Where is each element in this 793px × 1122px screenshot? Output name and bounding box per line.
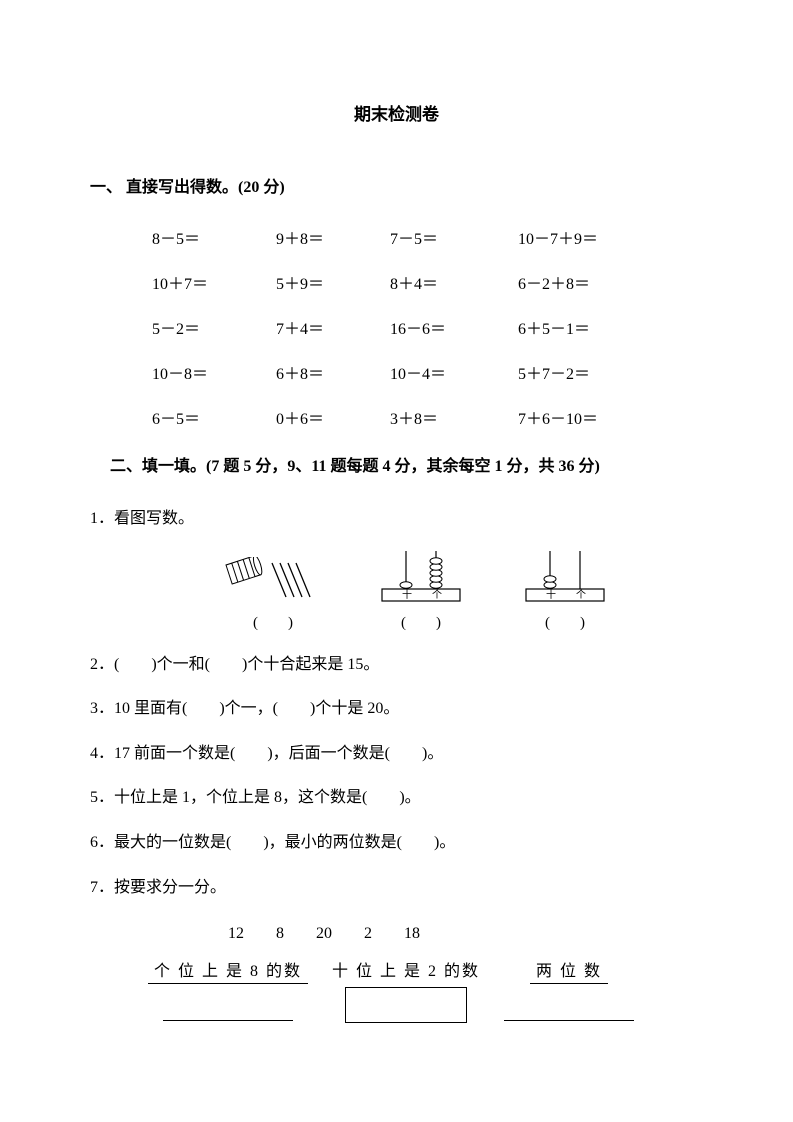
- question-4: 4．17 前面一个数是( )，后面一个数是( )。: [90, 741, 703, 767]
- question-3: 3．10 里面有( )个一，( )个十是 20。: [90, 696, 703, 722]
- page-title: 期末检测卷: [90, 100, 703, 125]
- question-2: 2．( )个一和( )个十合起来是 15。: [90, 652, 703, 678]
- sort-underline: [163, 988, 293, 1021]
- arith-cell: 7＋4＝: [276, 315, 390, 339]
- question-1: 1．看图写数。: [90, 506, 703, 532]
- sort-label: 十 位 上 是 2 的数: [326, 957, 486, 983]
- svg-text:个: 个: [576, 589, 586, 601]
- arith-row: 10＋7＝ 5＋9＝ 8＋4＝ 6－2＋8＝: [152, 270, 703, 294]
- sort-column-3: 两 位 数: [504, 957, 634, 1021]
- sort-box: [345, 987, 467, 1023]
- sort-column-1: 个 位 上 是 8 的数: [148, 957, 308, 1021]
- question-5: 5．十位上是 1，个位上是 8，这个数是( )。: [90, 785, 703, 811]
- arith-cell: 7＋6－10＝: [518, 405, 668, 429]
- arith-cell: 5－2＝: [152, 315, 276, 339]
- arith-cell: 6－5＝: [152, 405, 276, 429]
- figure-caption: ( ): [545, 611, 585, 632]
- section1-heading: 一、 直接写出得数。(20 分): [90, 173, 703, 203]
- sort-label: 两 位 数: [530, 957, 608, 984]
- sort-column-2: 十 位 上 是 2 的数: [326, 957, 486, 1023]
- arith-cell: 6－2＋8＝: [518, 270, 668, 294]
- arith-cell: 10－7＋9＝: [518, 225, 668, 249]
- arith-cell: 10－8＝: [152, 360, 276, 384]
- figure-caption: ( ): [401, 611, 441, 632]
- arith-cell: 6＋8＝: [276, 360, 390, 384]
- abacus-icon: 十 个: [522, 551, 608, 607]
- figures-row: ( ) 十 个 ( ): [218, 551, 703, 632]
- arith-cell: 3＋8＝: [390, 405, 518, 429]
- figure-caption: ( ): [253, 611, 293, 632]
- arith-cell: 9＋8＝: [276, 225, 390, 249]
- number-list: 12 8 20 2 18: [228, 919, 703, 943]
- arith-cell: 8－5＝: [152, 225, 276, 249]
- abacus-figure-1: 十 个 ( ): [378, 551, 464, 632]
- arith-cell: 10－4＝: [390, 360, 518, 384]
- arith-cell: 6＋5－1＝: [518, 315, 668, 339]
- arith-row: 6－5＝ 0＋6＝ 3＋8＝ 7＋6－10＝: [152, 405, 703, 429]
- arith-cell: 7－5＝: [390, 225, 518, 249]
- sticks-figure: ( ): [218, 557, 328, 632]
- arithmetic-table: 8－5＝ 9＋8＝ 7－5＝ 10－7＋9＝ 10＋7＝ 5＋9＝ 8＋4＝ 6…: [152, 225, 703, 429]
- svg-text:十: 十: [546, 588, 556, 601]
- question-6: 6．最大的一位数是( )，最小的两位数是( )。: [90, 830, 703, 856]
- sort-label: 个 位 上 是 8 的数: [148, 957, 308, 984]
- sort-underline: [504, 988, 634, 1021]
- sort-row: 个 位 上 是 8 的数 十 位 上 是 2 的数 两 位 数: [148, 957, 703, 1023]
- arith-row: 10－8＝ 6＋8＝ 10－4＝ 5＋7－2＝: [152, 360, 703, 384]
- section2-heading: 二、填一填。(7 题 5 分，9、11 题每题 4 分，其余每空 1 分，共 3…: [110, 450, 703, 484]
- question-7: 7．按要求分一分。: [90, 875, 703, 901]
- abacus-figure-2: 十 个 ( ): [522, 551, 608, 632]
- arith-cell: 0＋6＝: [276, 405, 390, 429]
- svg-text:十: 十: [402, 588, 412, 601]
- arith-cell: 8＋4＝: [390, 270, 518, 294]
- abacus-icon: 十 个: [378, 551, 464, 607]
- svg-text:个: 个: [432, 589, 442, 601]
- arith-cell: 16－6＝: [390, 315, 518, 339]
- arith-cell: 5＋9＝: [276, 270, 390, 294]
- sticks-icon: [218, 557, 328, 607]
- arith-cell: 5＋7－2＝: [518, 360, 668, 384]
- arith-cell: 10＋7＝: [152, 270, 276, 294]
- arith-row: 8－5＝ 9＋8＝ 7－5＝ 10－7＋9＝: [152, 225, 703, 249]
- arith-row: 5－2＝ 7＋4＝ 16－6＝ 6＋5－1＝: [152, 315, 703, 339]
